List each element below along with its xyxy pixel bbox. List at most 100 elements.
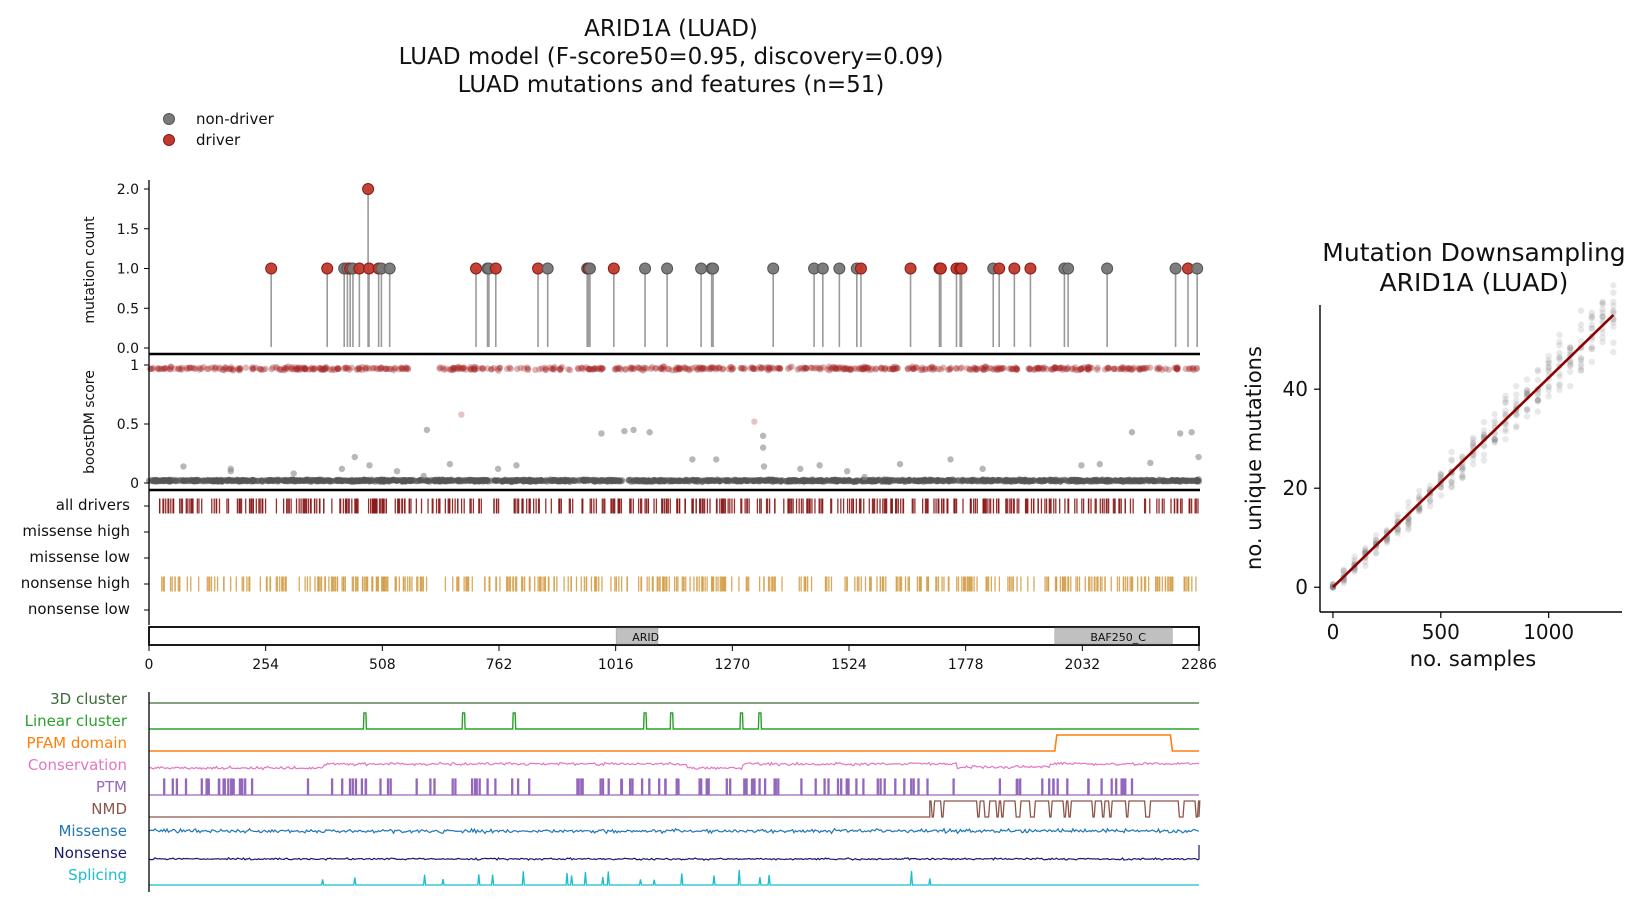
boostdm-driver-point xyxy=(700,365,707,372)
boostdm-driver-point xyxy=(1156,365,1164,372)
boostdm-intermediate-point xyxy=(393,468,401,475)
boostdm-driver-point xyxy=(1026,366,1034,373)
boostdm-driver-point xyxy=(436,364,444,371)
boostdm-driver-point xyxy=(698,365,705,372)
boostdm-driver-point xyxy=(1078,366,1085,373)
downsampling-point xyxy=(1405,526,1412,533)
downsampling-point xyxy=(1459,473,1466,480)
boostdm-driver-point xyxy=(1162,365,1169,372)
boostdm-driver-point xyxy=(664,365,672,373)
downsampling-point xyxy=(1491,436,1498,444)
boostdm-nondriver-point xyxy=(944,477,952,484)
boostdm-driver-point xyxy=(541,364,549,372)
boostdm-driver-point xyxy=(1051,364,1059,372)
boostdm-nondriver-point xyxy=(162,477,170,484)
boostdm-driver-point xyxy=(1173,366,1181,373)
boostdm-driver-point xyxy=(1171,364,1178,372)
boostdm-driver-point xyxy=(494,365,502,373)
boostdm-driver-point xyxy=(1186,365,1193,373)
downsampling-point xyxy=(1523,388,1531,395)
boostdm-driver-point xyxy=(355,365,363,372)
boostdm-nondriver-point xyxy=(675,477,683,484)
downsampling-point xyxy=(1448,483,1455,490)
boostdm-driver-point xyxy=(1143,364,1151,371)
boostdm-nondriver-point xyxy=(170,477,177,485)
lollipop-driver-point xyxy=(470,262,483,275)
boostdm-driver-point xyxy=(548,365,556,372)
boostdm-driver-point xyxy=(392,365,399,372)
boostdm-driver-point xyxy=(227,364,235,371)
boostdm-driver-point xyxy=(226,365,234,373)
boostdm-driver-point xyxy=(1034,365,1042,372)
boostdm-nondriver-point xyxy=(1100,477,1107,484)
lollipop-ytick-label: 1.0 xyxy=(117,262,139,278)
boostdm-nondriver-point xyxy=(905,477,912,484)
downsampling-point xyxy=(1545,364,1552,371)
boostdm-intermediate-point xyxy=(227,468,234,475)
lollipop-driver-point xyxy=(955,262,968,275)
boostdm-nondriver-point xyxy=(531,478,539,485)
boostdm-driver-point xyxy=(598,364,605,372)
boostdm-driver-point xyxy=(597,364,604,371)
boostdm-driver-point xyxy=(694,366,701,374)
track-missense-line xyxy=(148,827,1200,835)
boostdm-driver-point xyxy=(478,365,486,372)
boostdm-driver-point xyxy=(250,365,258,372)
boostdm-driver-point xyxy=(1094,364,1101,371)
boostdm-driver-point xyxy=(652,364,660,372)
boostdm-driver-point xyxy=(1026,365,1034,372)
boostdm-driver-point xyxy=(1051,364,1058,372)
lollipop-nondriver-point xyxy=(833,262,846,275)
boostdm-driver-point xyxy=(1052,365,1059,372)
boostdm-driver-point xyxy=(322,364,329,371)
feature-tracks: 3D cluster Linear cluster PFAM domain Conse… xyxy=(25,690,1201,892)
downsampling-point xyxy=(1556,331,1563,339)
boostdm-driver-point xyxy=(1129,365,1137,373)
boostdm-nondriver-point xyxy=(248,476,256,484)
boostdm-driver-point xyxy=(1051,363,1058,371)
downsampling-point xyxy=(1588,321,1596,328)
boostdm-driver-point xyxy=(877,364,885,371)
boostdm-nondriver-point xyxy=(304,477,312,484)
downsampling-point xyxy=(1556,355,1563,362)
boostdm-driver-point xyxy=(1074,366,1081,374)
x-axis-tick-label: 0 xyxy=(145,657,154,673)
boostdm-driver-point xyxy=(370,364,377,372)
downsampling-point xyxy=(1545,359,1552,366)
boostdm-driver-point xyxy=(612,366,619,373)
boostdm-driver-point xyxy=(945,366,952,373)
boostdm-driver-point xyxy=(154,365,161,372)
boostdm-driver-point xyxy=(998,365,1005,372)
boostdm-driver-point xyxy=(675,365,683,373)
x-axis-tick-label: 1270 xyxy=(715,657,751,673)
boostdm-driver-point xyxy=(1190,366,1198,374)
boostdm-driver-point xyxy=(698,365,706,372)
boostdm-driver-point xyxy=(966,366,974,373)
boostdm-driver-point xyxy=(1034,364,1041,372)
boostdm-driver-point xyxy=(281,366,288,374)
boostdm-driver-point xyxy=(861,363,868,370)
boostdm-nondriver-point xyxy=(1025,478,1032,485)
boostdm-intermediate-point xyxy=(843,468,851,475)
downsampling-point xyxy=(1545,386,1552,394)
downsampling-xtick-label: 0 xyxy=(1327,620,1340,644)
boostdm-driver-point xyxy=(910,365,917,373)
boostdm-driver-point xyxy=(1000,364,1007,372)
downsampling-point xyxy=(1588,343,1596,351)
boostdm-driver-point xyxy=(1139,365,1147,372)
boostdm-driver-point xyxy=(648,363,656,371)
boostdm-driver-point xyxy=(591,365,598,372)
boostdm-driver-point xyxy=(803,364,810,372)
downsampling-point xyxy=(1599,301,1606,308)
downsampling-point xyxy=(1416,493,1423,501)
boostdm-driver-point xyxy=(597,366,604,373)
boostdm-driver-point xyxy=(1139,364,1147,372)
boostdm-driver-point xyxy=(889,365,897,373)
boostdm-nondriver-point xyxy=(1086,477,1094,485)
boostdm-driver-point xyxy=(157,365,165,372)
boostdm-driver-point xyxy=(881,366,888,373)
boostdm-driver-point xyxy=(192,365,199,372)
downsampling-point xyxy=(1610,298,1617,306)
boostdm-driver-point xyxy=(285,363,292,370)
downsampling-point xyxy=(1513,424,1520,431)
